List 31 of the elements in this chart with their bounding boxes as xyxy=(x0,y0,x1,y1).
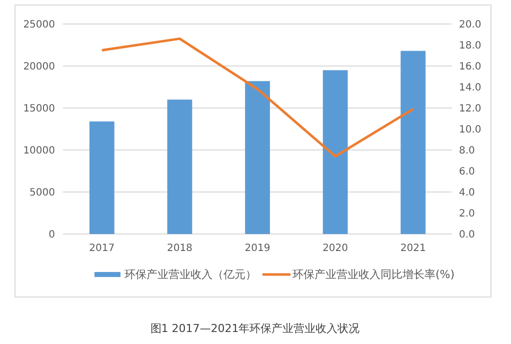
line-series xyxy=(100,37,414,158)
legend-label: 环保产业营业收入同比增长率(%) xyxy=(292,268,455,281)
y2-tick-label: 2.0 xyxy=(459,208,475,220)
bar xyxy=(245,81,270,234)
caption: 图1 2017—2021年环保产业营业收入状况 xyxy=(150,322,360,335)
y2-tick-label: 20.0 xyxy=(459,20,482,30)
y-tick-label: 15000 xyxy=(23,104,55,114)
y-tick-label: 20000 xyxy=(23,62,55,72)
y2-tick-label: 12.0 xyxy=(459,104,482,114)
y2-tick-label: 10.0 xyxy=(459,124,482,136)
bar xyxy=(89,121,114,234)
y2-tick-label: 0.0 xyxy=(459,230,475,240)
y2-tick-label: 8.0 xyxy=(459,146,475,156)
x-tick-label: 2018 xyxy=(166,243,192,254)
x-tick-label: 2017 xyxy=(89,243,115,254)
x-tick-label: 2020 xyxy=(322,243,348,254)
y2-tick-label: 4.0 xyxy=(459,188,475,198)
y-tick-label: 10000 xyxy=(23,146,55,156)
x-tick-label: 2019 xyxy=(244,243,270,254)
y-tick-label: 5000 xyxy=(30,188,55,198)
y2-tick-label: 16.0 xyxy=(459,62,482,72)
bar xyxy=(322,70,348,234)
y2-tick-label: 6.0 xyxy=(459,166,475,178)
y-tick-label: 25000 xyxy=(23,20,55,30)
y-tick-label: 0 xyxy=(48,230,55,240)
y2-tick-label: 18.0 xyxy=(459,40,482,52)
x-tick-label: 2021 xyxy=(400,243,426,254)
legend-label: 环保产业营业收入（亿元） xyxy=(124,268,256,281)
bar xyxy=(167,100,192,234)
y2-tick-label: 14.0 xyxy=(459,82,482,94)
bar xyxy=(400,50,426,234)
